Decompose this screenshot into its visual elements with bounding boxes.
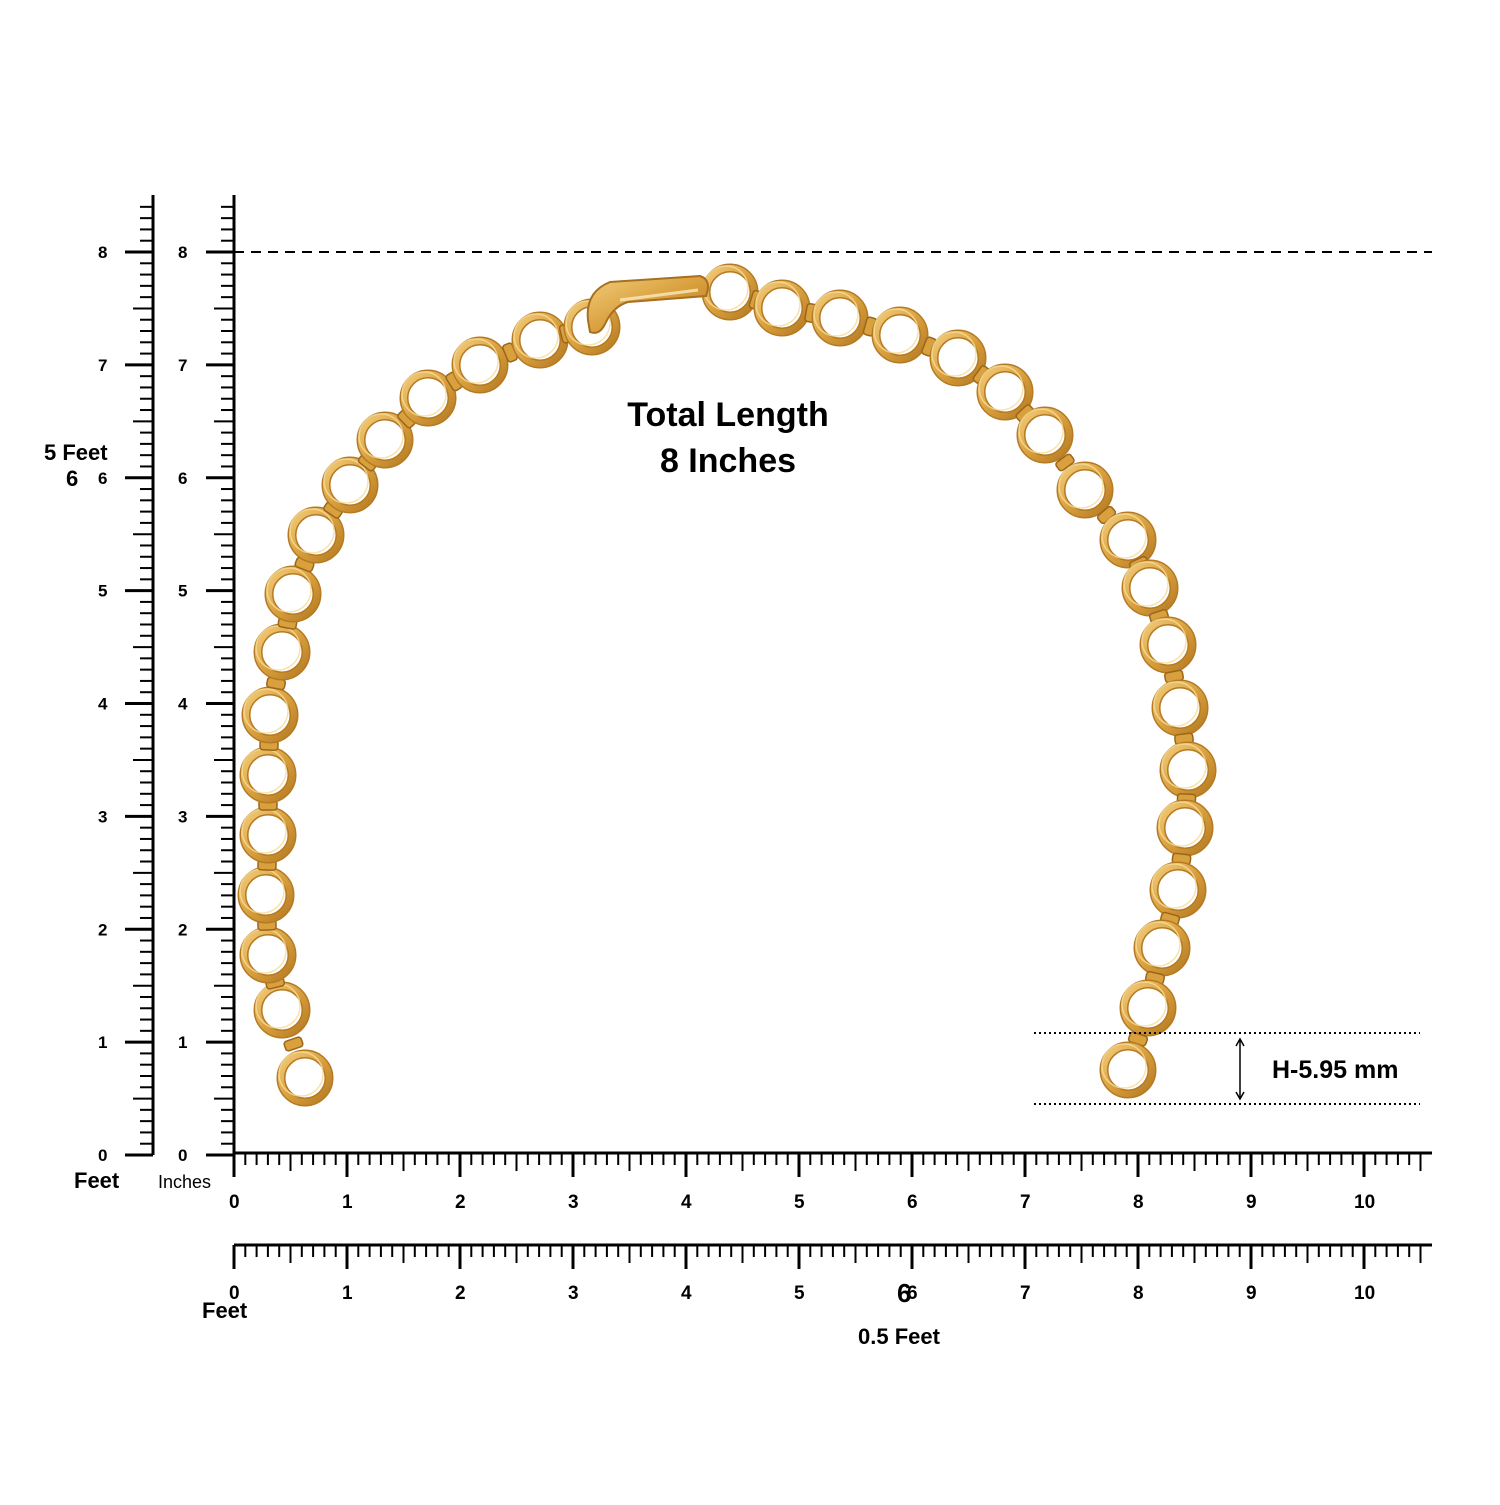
feet-ruler-tick-label: 1 [98, 1033, 107, 1052]
left-unit-feet: Feet [74, 1168, 120, 1193]
chain-ring [287, 506, 345, 564]
chain-ring [1133, 919, 1191, 977]
inches-ruler-tick-label: 3 [568, 1192, 579, 1213]
chain-ring [929, 329, 987, 387]
chain-ring [237, 866, 295, 924]
chain-ring [1159, 741, 1217, 799]
inches-ruler-tick-label: 4 [178, 695, 188, 714]
feet-ruler-tick-label: 4 [98, 695, 108, 714]
feet-ruler-tick-label: 8 [1133, 1283, 1144, 1304]
inches-ruler-tick-label: 1 [342, 1192, 353, 1213]
chain-ring [1016, 406, 1074, 464]
feet-ruler-tick-label: 0 [229, 1283, 240, 1304]
inches-ruler-tick-label: 6 [907, 1192, 918, 1213]
inches-ruler-tick-label: 10 [1354, 1192, 1375, 1213]
total-length-title: Total Length 8 Inches [578, 392, 878, 484]
inches-ruler-tick-label: 7 [1020, 1192, 1031, 1213]
chain-ring [253, 981, 311, 1039]
chain-ring [253, 623, 311, 681]
title-line-1: Total Length [627, 396, 829, 434]
bottom-unit-feet: Feet [202, 1298, 248, 1323]
inches-ruler-tick-label: 6 [178, 469, 187, 488]
feet-ruler-tick-label: 2 [455, 1283, 466, 1304]
bottom-six: 6 [897, 1278, 911, 1308]
chain-ring [356, 411, 414, 469]
feet-ruler-tick-label: 9 [1246, 1283, 1257, 1304]
chain-ring [239, 806, 297, 864]
chain-ring [976, 363, 1034, 421]
inches-ruler-tick-label: 5 [178, 582, 187, 601]
left-unit-inches: Inches [158, 1172, 211, 1192]
jump-ring [283, 1036, 304, 1052]
chain-ring [451, 336, 509, 394]
inches-ruler-tick-label: 5 [794, 1192, 805, 1213]
feet-ruler-tick-label: 8 [98, 243, 107, 262]
feet-ruler-tick-label: 6 [98, 469, 107, 488]
inches-ruler-tick-label: 8 [1133, 1192, 1144, 1213]
inches-ruler-tick-label: 4 [681, 1192, 692, 1213]
inches-ruler-tick-label: 8 [178, 243, 187, 262]
inches-ruler-tick-label: 0 [178, 1146, 187, 1165]
feet-vertical-ruler [125, 195, 155, 1157]
chain-ring [239, 926, 297, 984]
chain-ring [753, 279, 811, 337]
chain-ring [321, 456, 379, 514]
inches-ruler-tick-label: 0 [229, 1192, 240, 1213]
inches-ruler-tick-label: 9 [1246, 1192, 1257, 1213]
chain-ring [239, 746, 297, 804]
hook-clasp-icon [586, 274, 709, 334]
bottom-half-feet: 0.5 Feet [858, 1324, 941, 1349]
chain-ring [1156, 799, 1214, 857]
feet-ruler-tick-label: 5 [98, 582, 107, 601]
inches-ruler-tick-label: 1 [178, 1033, 187, 1052]
chain-ring [701, 263, 759, 321]
inches-ruler-tick-label: 3 [178, 807, 187, 826]
inches-ruler-tick-label: 2 [455, 1192, 466, 1213]
feet-ruler-tick-label: 5 [794, 1283, 805, 1304]
chain-ring [871, 306, 929, 364]
chain-ring [1099, 511, 1157, 569]
feet-ruler-tick-label: 7 [98, 356, 107, 375]
feet-ruler-tick-label: 7 [1020, 1283, 1031, 1304]
feet-horizontal-ruler [232, 1243, 1432, 1269]
inches-ruler-tick-label: 2 [178, 920, 187, 939]
title-line-2: 8 Inches [659, 442, 797, 480]
feet-ruler-tick-label: 2 [98, 920, 107, 939]
chain-ring [241, 686, 299, 744]
feet-ruler-tick-label: 10 [1354, 1283, 1375, 1304]
chain-ring [1149, 861, 1207, 919]
inches-horizontal-ruler [232, 1151, 1432, 1177]
chain-ring [1151, 679, 1209, 737]
chain-ring [811, 289, 869, 347]
feet-ruler-tick-label: 1 [342, 1283, 353, 1304]
feet-ruler-tick-label: 6 [907, 1283, 918, 1304]
chain-ring [511, 311, 569, 369]
chain-ring [1099, 1041, 1157, 1099]
gold-chain-extender [237, 263, 1217, 1107]
feet-ruler-tick-label: 3 [568, 1283, 579, 1304]
feet-ruler-tick-label: 3 [98, 807, 107, 826]
left-label-six: 6 [66, 466, 78, 491]
chain-ring [399, 369, 457, 427]
chain-ring [1139, 616, 1197, 674]
feet-ruler-tick-label: 0 [98, 1146, 107, 1165]
chain-ring [1056, 461, 1114, 519]
height-measurement [1034, 1032, 1420, 1105]
jump-ring [1055, 453, 1075, 472]
chain-ring [264, 565, 322, 623]
inches-ruler-tick-label: 7 [178, 356, 187, 375]
left-label-5-feet: 5 Feet [44, 440, 108, 465]
feet-ruler-tick-label: 4 [681, 1283, 692, 1304]
chain-ring [276, 1049, 334, 1107]
chain-ring [1121, 559, 1179, 617]
inches-vertical-ruler [206, 195, 236, 1157]
height-label: H-5.95 mm [1272, 1056, 1399, 1084]
chain-ring [1119, 979, 1177, 1037]
